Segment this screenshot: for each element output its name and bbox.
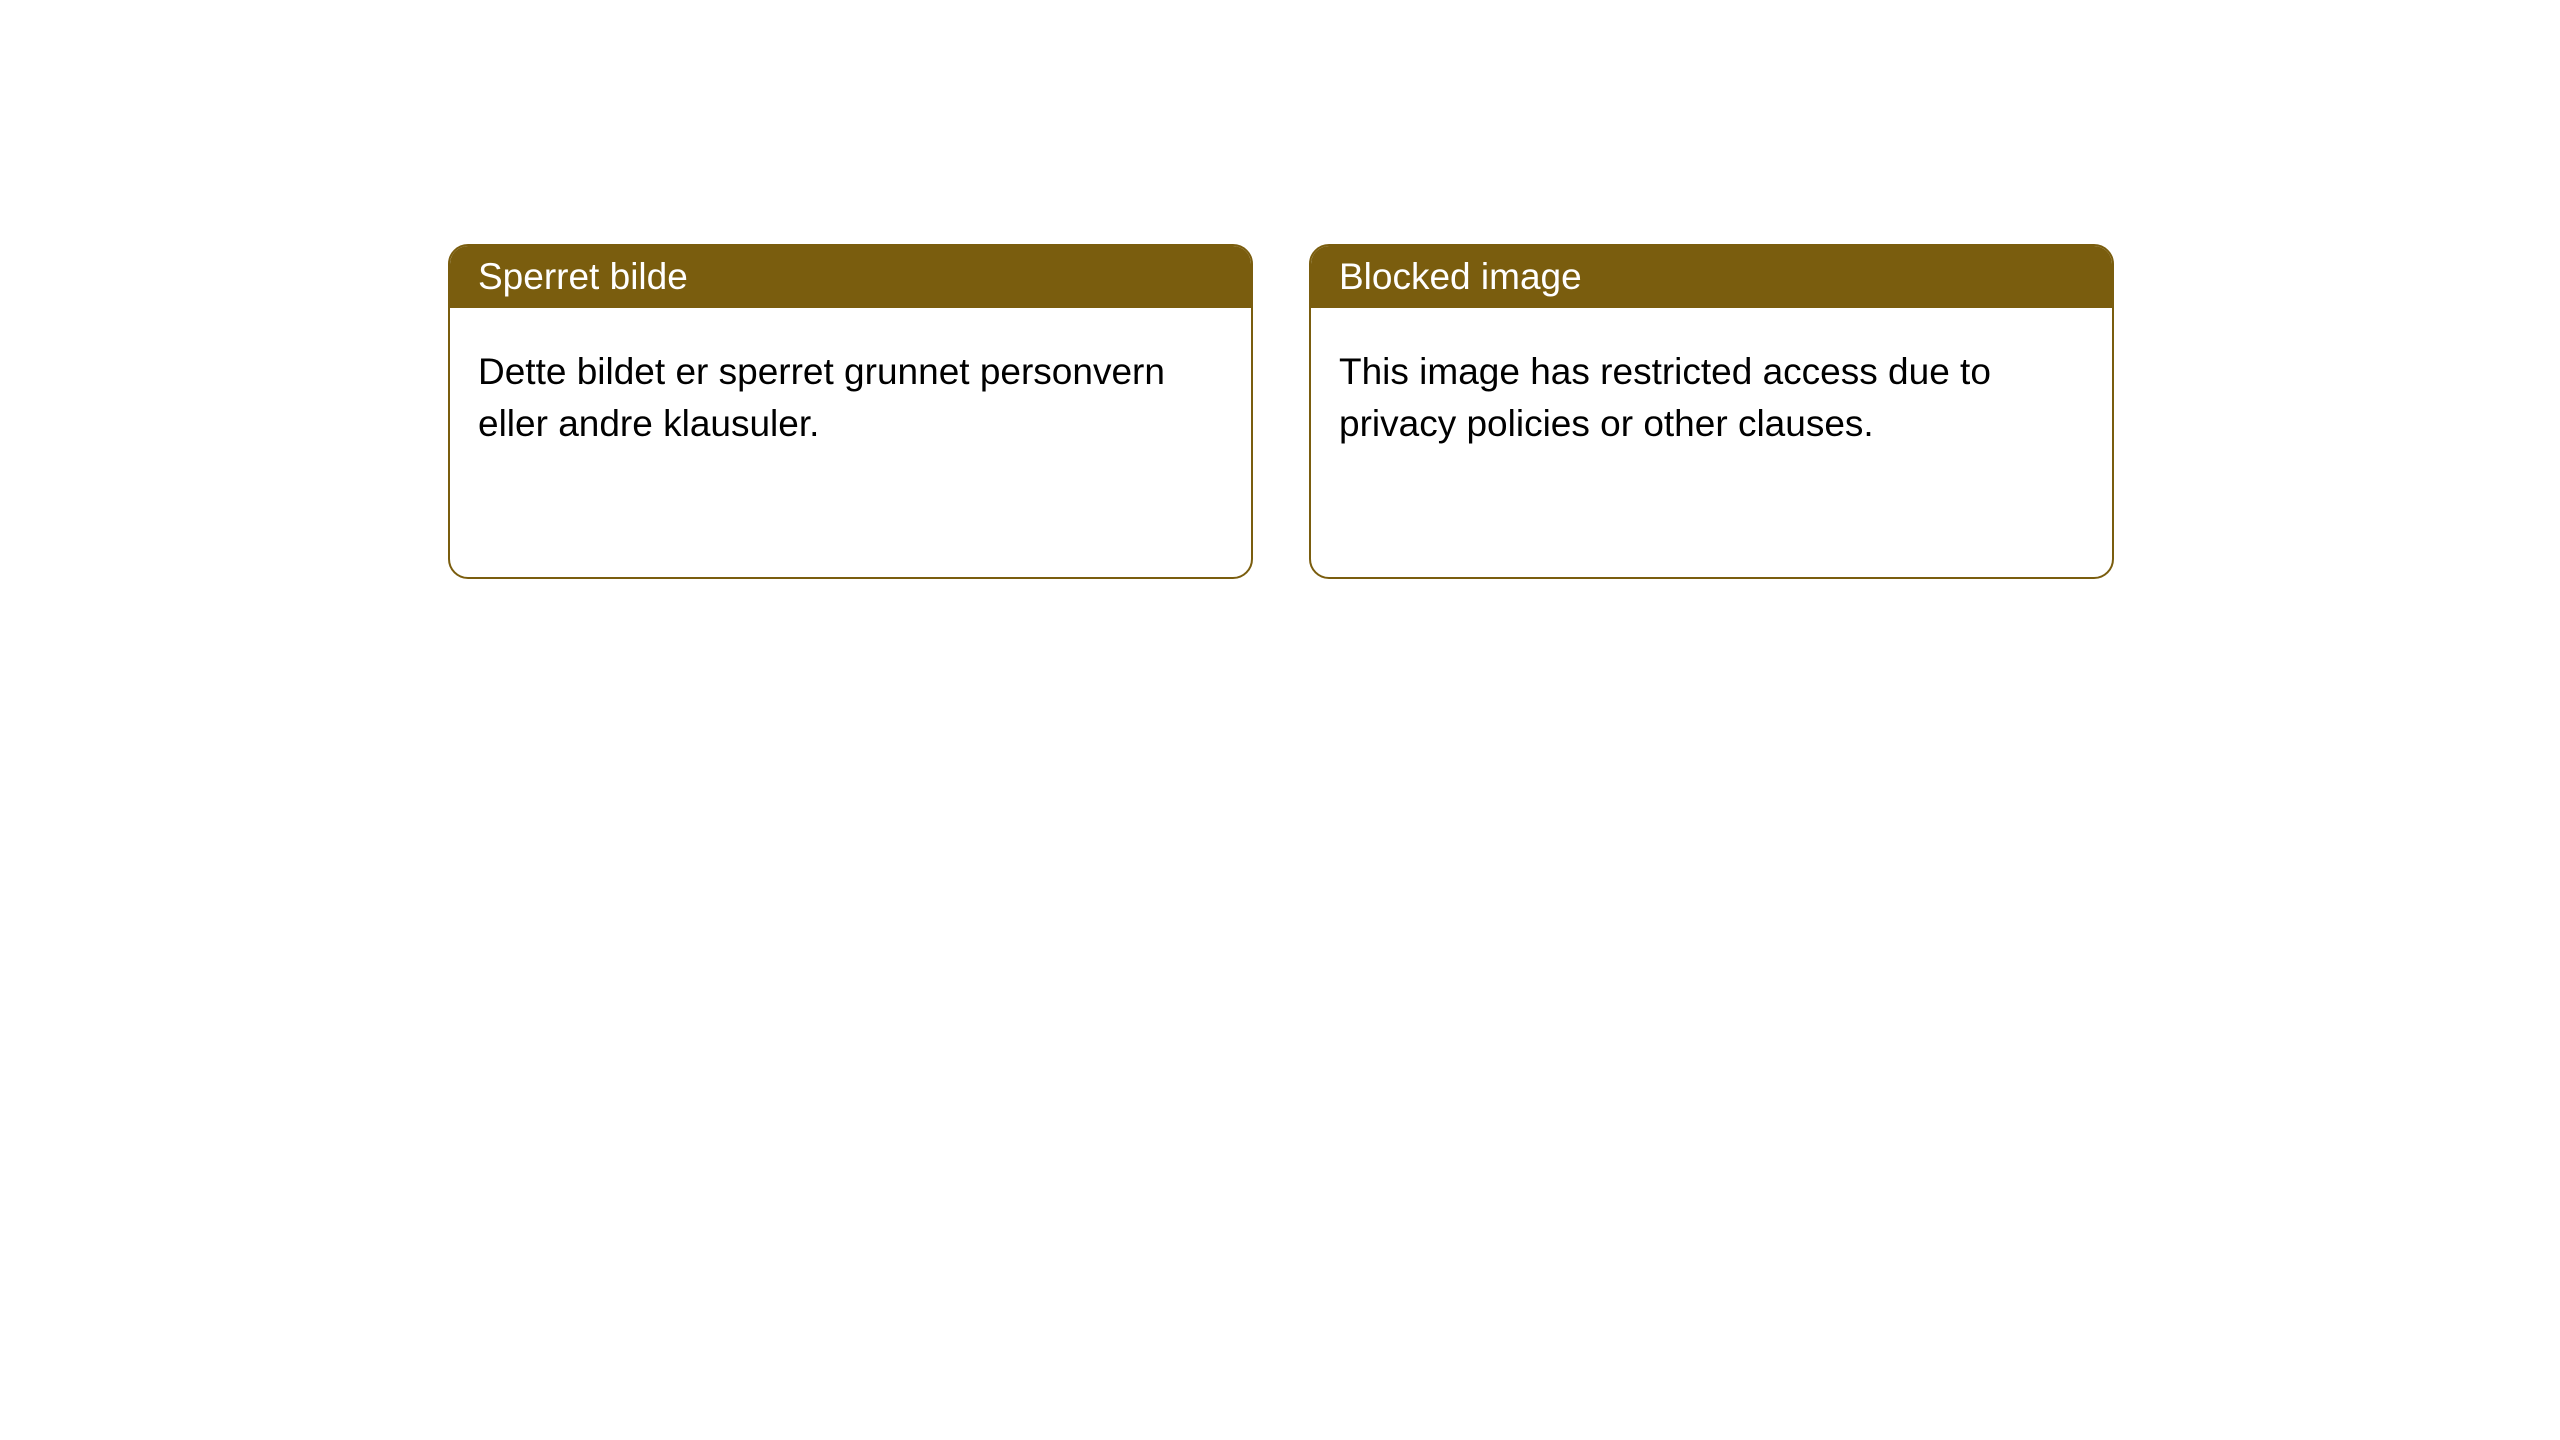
card-message-no: Dette bildet er sperret grunnet personve… [478, 351, 1165, 444]
card-header-en: Blocked image [1311, 246, 2112, 308]
notice-cards-container: Sperret bilde Dette bildet er sperret gr… [0, 0, 2560, 579]
card-message-en: This image has restricted access due to … [1339, 351, 1991, 444]
blocked-image-card-no: Sperret bilde Dette bildet er sperret gr… [448, 244, 1253, 579]
blocked-image-card-en: Blocked image This image has restricted … [1309, 244, 2114, 579]
card-body-en: This image has restricted access due to … [1311, 308, 2112, 488]
card-title-no: Sperret bilde [478, 256, 688, 297]
card-header-no: Sperret bilde [450, 246, 1251, 308]
card-title-en: Blocked image [1339, 256, 1582, 297]
card-body-no: Dette bildet er sperret grunnet personve… [450, 308, 1251, 488]
